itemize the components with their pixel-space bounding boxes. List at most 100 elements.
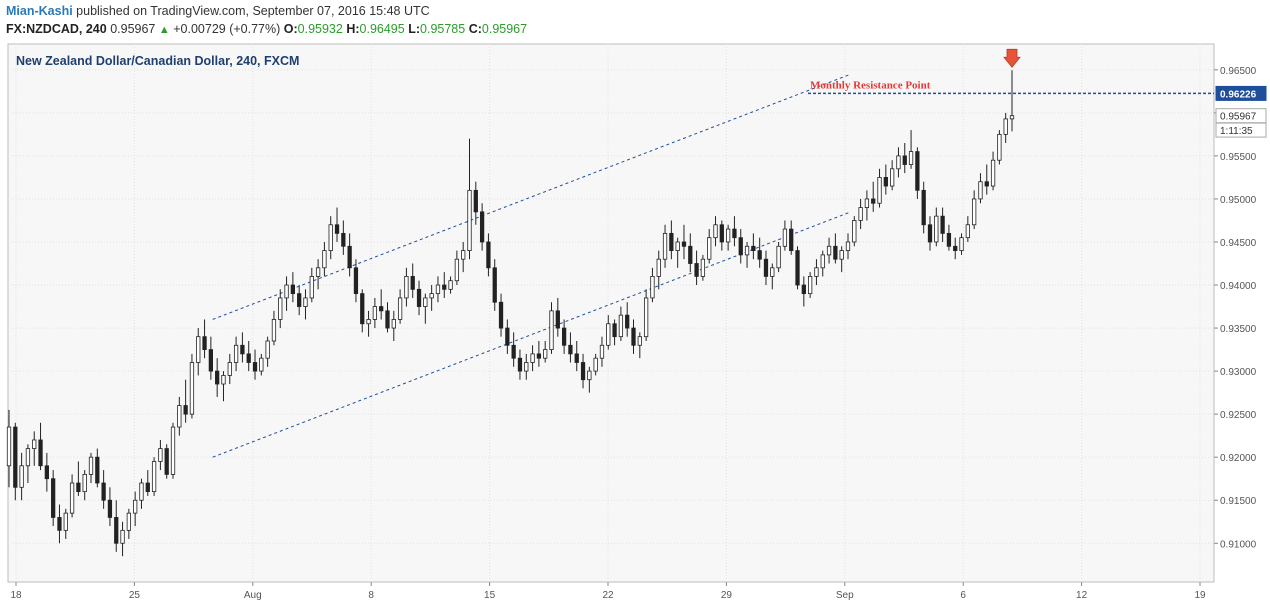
candle-body[interactable]: [915, 151, 920, 191]
candle-body[interactable]: [650, 276, 655, 299]
candle-body[interactable]: [561, 327, 567, 346]
candle-body[interactable]: [599, 344, 605, 359]
candle-body[interactable]: [845, 241, 851, 251]
candle-body[interactable]: [379, 306, 384, 312]
candle-body[interactable]: [789, 228, 794, 251]
candle-body[interactable]: [44, 465, 49, 480]
candle-body[interactable]: [38, 439, 43, 467]
candle-body[interactable]: [145, 482, 150, 493]
candle-body[interactable]: [725, 228, 731, 243]
candle-body[interactable]: [63, 512, 68, 531]
candle-body[interactable]: [284, 284, 289, 299]
candle-body[interactable]: [164, 448, 169, 475]
candle-body[interactable]: [990, 159, 996, 187]
candle-body[interactable]: [782, 228, 788, 247]
candle-body[interactable]: [69, 482, 75, 514]
candle-body[interactable]: [448, 280, 453, 290]
candle-body[interactable]: [76, 482, 81, 493]
candle-body[interactable]: [688, 245, 693, 264]
candle-body[interactable]: [334, 224, 340, 234]
candle-body[interactable]: [158, 448, 163, 462]
candle-body[interactable]: [908, 151, 914, 165]
candle-body[interactable]: [252, 362, 258, 372]
candle-body[interactable]: [265, 340, 270, 359]
candle-body[interactable]: [215, 370, 220, 385]
candle-body[interactable]: [19, 465, 24, 488]
candle-body[interactable]: [126, 512, 131, 531]
candle-body[interactable]: [934, 215, 939, 243]
candle-body[interactable]: [732, 228, 737, 239]
candle-body[interactable]: [13, 426, 18, 488]
candle-body[interactable]: [259, 357, 264, 372]
candle-body[interactable]: [549, 310, 554, 350]
candle-body[interactable]: [189, 362, 195, 415]
candle-body[interactable]: [1009, 115, 1015, 120]
candle-body[interactable]: [606, 323, 611, 346]
candle-body[interactable]: [322, 250, 327, 269]
candle-body[interactable]: [290, 284, 296, 295]
candle-body[interactable]: [662, 232, 668, 260]
candle-body[interactable]: [871, 198, 876, 204]
candle-body[interactable]: [618, 314, 624, 338]
candle-body[interactable]: [580, 362, 586, 381]
candle-body[interactable]: [461, 250, 466, 260]
candle-body[interactable]: [751, 245, 756, 251]
candle-body[interactable]: [890, 168, 895, 187]
candle-body[interactable]: [517, 357, 523, 372]
candle-body[interactable]: [959, 237, 964, 251]
candle-body[interactable]: [555, 310, 560, 329]
candle-body[interactable]: [1003, 118, 1008, 135]
author-link[interactable]: Mian-Kashi: [6, 4, 73, 18]
candle-body[interactable]: [208, 349, 213, 372]
candle-body[interactable]: [757, 250, 762, 260]
candle-body[interactable]: [776, 245, 781, 269]
candle-body[interactable]: [498, 301, 504, 329]
candle-body[interactable]: [826, 245, 832, 256]
candle-body[interactable]: [694, 263, 699, 277]
candle-body[interactable]: [631, 327, 636, 346]
candle-body[interactable]: [473, 189, 478, 213]
candle-body[interactable]: [536, 353, 542, 359]
candle-body[interactable]: [978, 181, 983, 200]
candle-body[interactable]: [675, 241, 680, 251]
candle-body[interactable]: [95, 456, 100, 484]
candle-body[interactable]: [719, 224, 724, 243]
candle-body[interactable]: [303, 297, 308, 307]
candle-body[interactable]: [196, 336, 201, 363]
candle-body[interactable]: [940, 215, 945, 234]
candle-body[interactable]: [101, 482, 106, 501]
candle-body[interactable]: [574, 353, 579, 363]
candle-body[interactable]: [524, 362, 529, 372]
candle-body[interactable]: [133, 499, 138, 514]
candle-body[interactable]: [858, 207, 863, 221]
candle-body[interactable]: [278, 297, 283, 320]
candle-body[interactable]: [410, 276, 415, 290]
candle-body[interactable]: [139, 482, 144, 501]
candle-body[interactable]: [738, 237, 743, 256]
candle-body[interactable]: [120, 529, 125, 544]
candle-body[interactable]: [713, 224, 718, 239]
candle-body[interactable]: [366, 319, 371, 325]
candle-body[interactable]: [814, 267, 819, 277]
candle-body[interactable]: [435, 284, 441, 295]
candle-body[interactable]: [309, 276, 314, 299]
candle-body[interactable]: [984, 181, 989, 187]
candle-body[interactable]: [839, 250, 844, 260]
candle-body[interactable]: [700, 258, 706, 277]
candle-body[interactable]: [233, 344, 239, 363]
candle-body[interactable]: [423, 297, 428, 307]
candle-body[interactable]: [479, 211, 485, 243]
candle-body[interactable]: [57, 517, 62, 531]
candle-body[interactable]: [442, 284, 447, 290]
candle-body[interactable]: [341, 232, 346, 247]
candle-body[interactable]: [965, 224, 970, 239]
candle-body[interactable]: [770, 267, 775, 277]
candle-body[interactable]: [795, 250, 800, 286]
candle-body[interactable]: [877, 177, 882, 204]
candle-body[interactable]: [543, 349, 548, 359]
candle-body[interactable]: [763, 258, 769, 277]
candle-body[interactable]: [612, 323, 617, 338]
candle-body[interactable]: [170, 426, 176, 475]
candle-body[interactable]: [391, 319, 396, 329]
